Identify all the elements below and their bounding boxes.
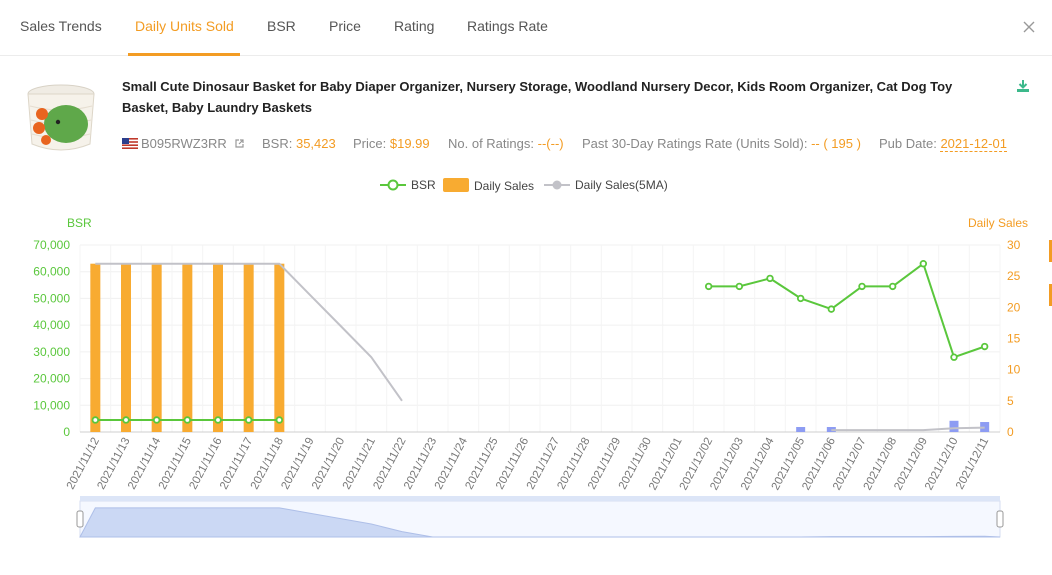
daily-sales-bar bbox=[274, 263, 285, 432]
legend-bsr-line-icon bbox=[380, 179, 406, 191]
left-axis-title: BSR bbox=[67, 216, 92, 230]
legend-bar-icon bbox=[443, 178, 469, 192]
left-tick-label: 50,000 bbox=[33, 291, 70, 305]
right-tick-label: 30 bbox=[1007, 238, 1021, 252]
asin-field: B095RWZ3RR bbox=[122, 136, 245, 151]
legend-daily-sales-5ma-label: Daily Sales(5MA) bbox=[575, 178, 668, 192]
bsr-point bbox=[950, 353, 958, 361]
bsr-point bbox=[796, 294, 805, 303]
daily-sales-bar bbox=[121, 263, 131, 432]
tab-bsr[interactable]: BSR bbox=[267, 18, 296, 34]
legend-daily-sales[interactable]: Daily Sales bbox=[443, 178, 534, 193]
right-tick-label: 5 bbox=[1007, 394, 1014, 408]
tab-sales-trends[interactable]: Sales Trends bbox=[20, 18, 102, 34]
x-tick-label: 2021/12/11 bbox=[954, 436, 991, 492]
daily-sales-bar bbox=[182, 263, 193, 432]
zoom-handle-right-icon[interactable] bbox=[996, 510, 1004, 528]
legend-5ma-line-icon bbox=[544, 180, 570, 190]
zoom-handle-left-icon[interactable] bbox=[76, 510, 84, 528]
left-tick-label: 30,000 bbox=[33, 345, 70, 359]
daily-sales-bar bbox=[243, 263, 254, 432]
tab-daily-units-sold[interactable]: Daily Units Sold bbox=[135, 18, 234, 34]
ratings-rate-label: Past 30-Day Ratings Rate (Units Sold): bbox=[582, 136, 808, 151]
left-tick-label: 60,000 bbox=[33, 265, 70, 279]
bsr-point bbox=[735, 282, 744, 291]
right-tick-label: 10 bbox=[1007, 363, 1021, 377]
bsr-point bbox=[244, 416, 253, 424]
ratings-value: --(--) bbox=[537, 136, 564, 151]
bsr-point bbox=[122, 416, 130, 424]
right-tick-label: 25 bbox=[1007, 269, 1021, 283]
bsr-field: BSR: 35,423 bbox=[262, 136, 336, 151]
zoom-slider-top-bar bbox=[80, 496, 1000, 501]
tab-price[interactable]: Price bbox=[329, 18, 361, 34]
pub-date-field: Pub Date: 2021-12-01 bbox=[879, 136, 1007, 152]
left-tick-label: 40,000 bbox=[33, 318, 70, 332]
bsr-point bbox=[858, 282, 866, 291]
us-flag-icon bbox=[122, 138, 138, 149]
legend-daily-sales-5ma[interactable]: Daily Sales(5MA) bbox=[544, 178, 668, 192]
tab-ratings-rate[interactable]: Ratings Rate bbox=[467, 18, 548, 34]
bsr-label: BSR: bbox=[262, 136, 293, 151]
right-tick-label: 15 bbox=[1007, 332, 1021, 346]
price-label: Price: bbox=[353, 136, 387, 151]
price-field: Price: $19.99 bbox=[353, 136, 430, 151]
left-tick-label: 10,000 bbox=[33, 398, 70, 412]
bsr-point bbox=[91, 416, 100, 424]
pub-date-value: 2021-12-01 bbox=[940, 136, 1007, 152]
pub-date-label: Pub Date: bbox=[879, 136, 937, 151]
edge-marker bbox=[1049, 284, 1052, 306]
product-thumbnail bbox=[27, 84, 95, 151]
close-icon[interactable] bbox=[1020, 18, 1038, 36]
bsr-point bbox=[152, 416, 161, 424]
bsr-point bbox=[704, 282, 713, 291]
price-value: $19.99 bbox=[389, 136, 430, 151]
bsr-point bbox=[214, 416, 222, 424]
right-tick-label: 0 bbox=[1007, 425, 1014, 439]
daily-sales-bar bbox=[796, 427, 806, 432]
sales-chart: BSR Daily Sales 70,000 60,000 50,000 40,000 30… bbox=[33, 216, 1028, 538]
ratings-label: No. of Ratings: bbox=[448, 136, 534, 151]
left-tick-label: 0 bbox=[63, 425, 70, 439]
right-tick-label: 20 bbox=[1007, 300, 1021, 314]
product-title: Small Cute Dinosaur Basket for Baby Diap… bbox=[122, 79, 953, 115]
tab-bar: Sales Trends Daily Units Sold BSR Price … bbox=[0, 0, 1052, 56]
ratings-field: No. of Ratings: --(--) bbox=[448, 136, 564, 151]
left-tick-label: 20,000 bbox=[33, 372, 70, 386]
daily-sales-bar bbox=[213, 263, 223, 432]
bsr-point bbox=[183, 416, 192, 424]
left-tick-label: 70,000 bbox=[33, 238, 70, 252]
tab-rating[interactable]: Rating bbox=[394, 18, 435, 34]
daily-sales-bar bbox=[151, 263, 162, 432]
bsr-point bbox=[766, 274, 774, 283]
daily-sales-5ma-line bbox=[95, 262, 985, 432]
bsr-point bbox=[980, 342, 989, 351]
legend-daily-sales-label: Daily Sales bbox=[474, 179, 535, 193]
right-axis-title: Daily Sales bbox=[968, 216, 1028, 230]
bsr-value: 35,423 bbox=[295, 136, 336, 151]
download-icon[interactable] bbox=[1015, 78, 1031, 94]
bsr-point bbox=[888, 282, 897, 291]
legend-bsr[interactable]: BSR bbox=[380, 178, 436, 192]
edge-marker bbox=[1049, 240, 1052, 262]
ratings-rate-field: Past 30-Day Ratings Rate (Units Sold): -… bbox=[582, 136, 861, 151]
asin-value: B095RWZ3RR bbox=[141, 136, 227, 151]
ratings-rate-value: -- ( 195 ) bbox=[811, 136, 861, 151]
daily-sales-bar bbox=[949, 420, 959, 432]
external-link-icon[interactable] bbox=[234, 138, 245, 149]
bsr-point bbox=[827, 305, 836, 313]
zoom-slider-preview bbox=[79, 507, 1001, 538]
bsr-point bbox=[275, 416, 284, 424]
legend-bsr-label: BSR bbox=[411, 178, 436, 192]
active-tab-indicator bbox=[128, 53, 240, 56]
daily-sales-bar bbox=[90, 263, 101, 432]
bsr-point bbox=[919, 260, 928, 268]
